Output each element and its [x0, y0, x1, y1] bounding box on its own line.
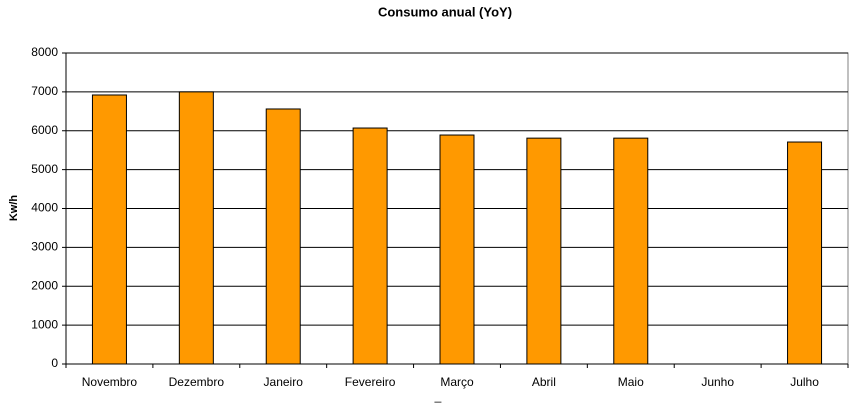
bar	[352, 127, 388, 365]
x-tick-label: Julho	[790, 375, 819, 389]
x-tick-label: Junho	[701, 375, 734, 389]
x-tick-label: Fevereiro	[345, 375, 396, 389]
y-tick-label: 7000	[31, 84, 58, 98]
x-tick-label: Maio	[618, 375, 644, 389]
y-tick-label: 8000	[31, 45, 58, 59]
y-tick-label: 1000	[31, 317, 58, 331]
bar	[526, 137, 562, 365]
y-tick-label: 5000	[31, 162, 58, 176]
x-tick-label: Novembro	[82, 375, 138, 389]
x-tick-label: Março	[440, 375, 474, 389]
bar	[439, 134, 475, 365]
x-axis-label: _	[434, 389, 442, 403]
bar	[91, 94, 127, 365]
y-tick-label: 3000	[31, 240, 58, 254]
x-tick-label: Dezembro	[169, 375, 225, 389]
x-tick-label: Abril	[532, 375, 556, 389]
bar	[787, 141, 823, 365]
chart-title: Consumo anual (YoY)	[378, 4, 512, 19]
y-tick-label: 4000	[31, 201, 58, 215]
bar	[613, 137, 649, 365]
y-tick-label: 2000	[31, 278, 58, 292]
bar	[265, 108, 301, 365]
bar	[178, 91, 214, 365]
y-axis-label: Kw/h	[8, 195, 20, 222]
y-tick-label: 0	[51, 356, 58, 370]
y-tick-label: 6000	[31, 123, 58, 137]
x-tick-label: Janeiro	[264, 375, 304, 389]
